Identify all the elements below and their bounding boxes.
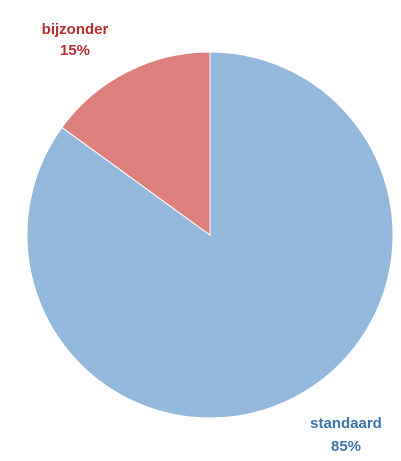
label-standaard-percent: 85% bbox=[331, 438, 361, 455]
pie-slices bbox=[26, 51, 394, 419]
label-standaard-name: standaard bbox=[310, 415, 382, 432]
label-bijzonder-name: bijzonder bbox=[42, 21, 109, 38]
label-bijzonder-percent: 15% bbox=[60, 42, 90, 59]
slice-bijzonder bbox=[61, 51, 211, 236]
